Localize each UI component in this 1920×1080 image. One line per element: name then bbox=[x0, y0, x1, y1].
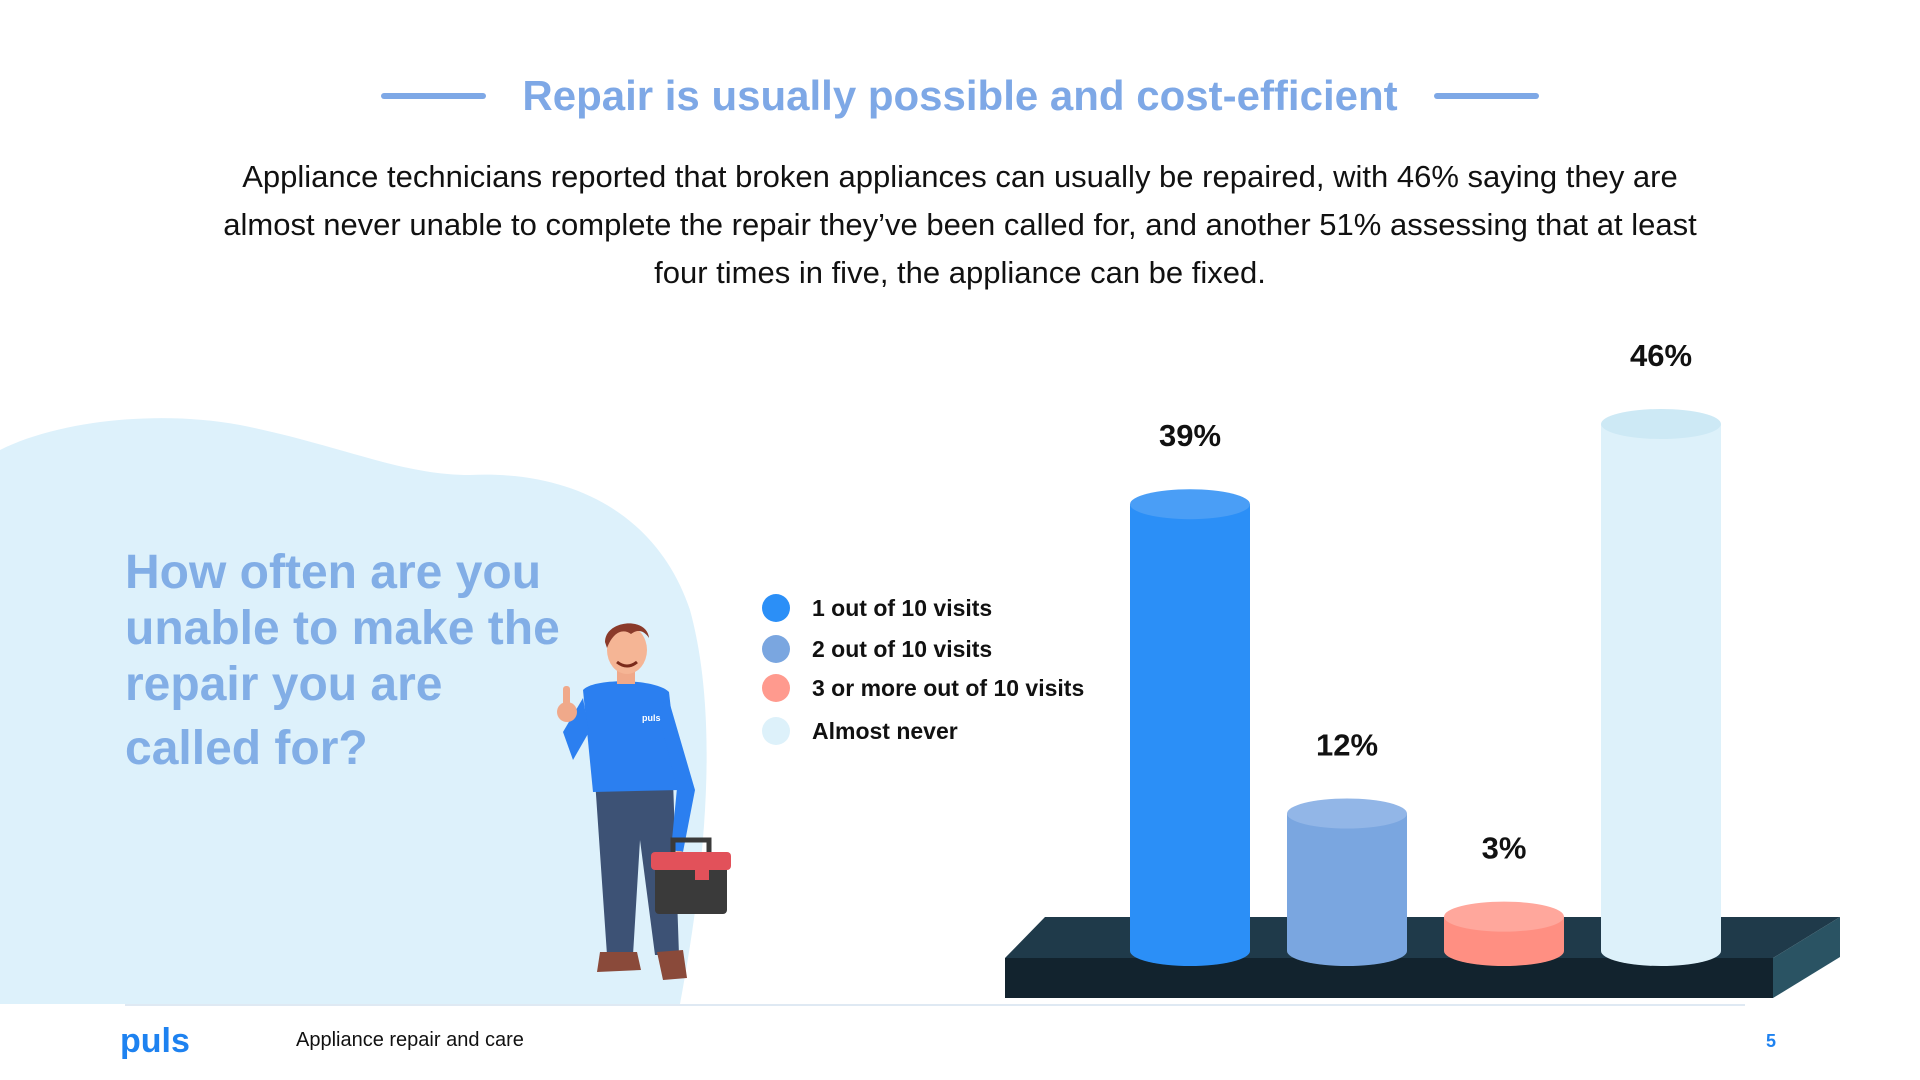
bar-cap-2 bbox=[1287, 798, 1407, 829]
legend-item-2: 2 out of 10 visits bbox=[762, 635, 992, 663]
chart-platform-side bbox=[1773, 917, 1840, 998]
title-line-right bbox=[1433, 93, 1539, 99]
question-line-2: unable to make the bbox=[125, 602, 560, 655]
bar-body-4 bbox=[1601, 424, 1721, 966]
legend-label-3: 3 or more out of 10 visits bbox=[812, 674, 1085, 701]
footer-section-title: Appliance repair and care bbox=[296, 1029, 524, 1051]
legend-dot-3 bbox=[762, 674, 790, 702]
title-row: Repair is usually possible and cost-effi… bbox=[0, 72, 1920, 120]
question-line-1: How often are you bbox=[125, 546, 542, 599]
legend-label-1: 1 out of 10 visits bbox=[812, 594, 993, 621]
legend-item-4: Almost never bbox=[762, 717, 958, 745]
background-blob bbox=[0, 418, 707, 1004]
title-line-left bbox=[381, 93, 487, 99]
bar-body-1 bbox=[1130, 504, 1250, 966]
technician-illustration: puls bbox=[557, 623, 731, 980]
bar-2: 12% bbox=[1287, 728, 1407, 966]
bar-3: 3% bbox=[1444, 831, 1564, 966]
legend-label-2: 2 out of 10 visits bbox=[812, 635, 993, 662]
legend-dot-1 bbox=[762, 594, 790, 622]
legend-dot-2 bbox=[762, 635, 790, 663]
legend-dot-4 bbox=[762, 717, 790, 745]
bar-value-label-2: 12% bbox=[1316, 728, 1378, 763]
legend-item-1: 1 out of 10 visits bbox=[762, 594, 992, 622]
question-line-3: repair you are bbox=[125, 658, 443, 711]
bar-cap-4 bbox=[1601, 409, 1721, 439]
bar-value-label-1: 39% bbox=[1159, 418, 1221, 453]
bars-group: 39% 12% 3% 46% bbox=[1130, 338, 1721, 966]
question-line-4: called for? bbox=[125, 722, 368, 775]
page-subtitle: Appliance technicians reported that brok… bbox=[223, 159, 1697, 290]
page-title: Repair is usually possible and cost-effi… bbox=[522, 72, 1398, 119]
footer-divider bbox=[125, 1004, 1745, 1006]
bar-body-2 bbox=[1287, 813, 1407, 966]
legend-label-4: Almost never bbox=[812, 717, 958, 744]
bar-4: 46% bbox=[1601, 338, 1721, 966]
shirt-logo: puls bbox=[642, 713, 661, 723]
bar-value-label-4: 46% bbox=[1630, 338, 1692, 373]
bar-value-label-3: 3% bbox=[1482, 831, 1527, 866]
legend-item-3: 3 or more out of 10 visits bbox=[762, 674, 1084, 702]
bar-cap-1 bbox=[1130, 489, 1250, 520]
page-number: 5 bbox=[1766, 1031, 1777, 1051]
survey-question: How often are you unable to make the rep… bbox=[125, 545, 645, 777]
brand-logo: puls bbox=[120, 1022, 190, 1060]
bar-1: 39% bbox=[1130, 418, 1250, 966]
bar-cap-3 bbox=[1444, 901, 1564, 932]
